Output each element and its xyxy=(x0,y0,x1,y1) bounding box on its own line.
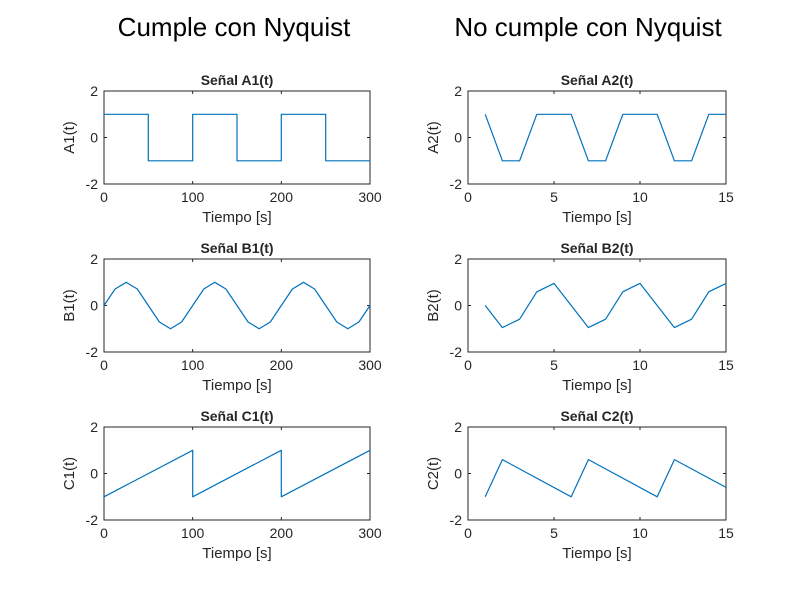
x-tick-label: 300 xyxy=(358,357,382,373)
x-axis-label: Tiempo [s] xyxy=(202,209,271,226)
y-axis-label: B2(t) xyxy=(425,289,442,322)
y-tick-label: 2 xyxy=(90,83,98,99)
y-tick-label: -2 xyxy=(450,344,463,360)
y-tick-label: 2 xyxy=(90,419,98,435)
series-line xyxy=(104,113,370,162)
axes-box xyxy=(467,426,727,521)
y-tick-label: 0 xyxy=(454,130,462,146)
x-axis-label: Tiempo [s] xyxy=(202,545,271,562)
x-tick-label: 0 xyxy=(464,357,472,373)
x-tick-label: 100 xyxy=(181,525,205,541)
series-line xyxy=(484,113,726,162)
x-tick-label: 15 xyxy=(718,357,734,373)
x-tick-label: 5 xyxy=(550,357,558,373)
chart-title: Señal C2(t) xyxy=(560,408,633,424)
y-tick-label: 0 xyxy=(454,466,462,482)
x-tick-label: 15 xyxy=(718,189,734,205)
x-tick-label: 0 xyxy=(100,189,108,205)
chart-title: Señal C1(t) xyxy=(200,408,273,424)
column-heading-nyquist-fail: No cumple con Nyquist xyxy=(454,12,722,42)
x-axis-label: Tiempo [s] xyxy=(562,377,631,394)
chart-title: Señal B1(t) xyxy=(200,240,273,256)
y-tick-label: -2 xyxy=(450,176,463,192)
y-axis-label: A1(t) xyxy=(61,121,78,154)
x-tick-label: 10 xyxy=(632,189,648,205)
x-tick-label: 100 xyxy=(181,189,205,205)
y-axis-label: C2(t) xyxy=(425,457,442,490)
x-tick-label: 10 xyxy=(632,357,648,373)
series-line xyxy=(103,281,371,330)
series-line xyxy=(484,282,727,329)
x-axis-label: Tiempo [s] xyxy=(562,545,631,562)
y-tick-label: 0 xyxy=(454,298,462,314)
x-tick-label: 5 xyxy=(550,525,558,541)
series-line xyxy=(103,449,371,498)
x-tick-label: 10 xyxy=(632,525,648,541)
chart-title: Señal B2(t) xyxy=(560,240,633,256)
y-tick-label: 2 xyxy=(90,251,98,267)
axes-box xyxy=(467,258,727,353)
x-tick-label: 0 xyxy=(464,525,472,541)
y-tick-label: 0 xyxy=(90,466,98,482)
column-heading-nyquist-ok: Cumple con Nyquist xyxy=(117,12,351,42)
y-tick-label: 0 xyxy=(90,130,98,146)
y-tick-label: 2 xyxy=(454,83,462,99)
y-tick-label: 2 xyxy=(454,251,462,267)
axes-box xyxy=(467,90,727,185)
chart-title: Señal A1(t) xyxy=(201,72,274,88)
x-tick-label: 5 xyxy=(550,189,558,205)
x-tick-label: 0 xyxy=(464,189,472,205)
y-tick-label: -2 xyxy=(450,512,463,528)
x-tick-label: 200 xyxy=(270,357,294,373)
x-tick-label: 0 xyxy=(100,525,108,541)
x-tick-label: 100 xyxy=(181,357,205,373)
x-axis-label: Tiempo [s] xyxy=(562,209,631,226)
y-axis-label: A2(t) xyxy=(425,121,442,154)
y-tick-label: -2 xyxy=(86,344,99,360)
x-tick-label: 0 xyxy=(100,357,108,373)
x-tick-label: 200 xyxy=(270,525,294,541)
x-axis-label: Tiempo [s] xyxy=(202,377,271,394)
x-tick-label: 300 xyxy=(358,189,382,205)
x-tick-label: 300 xyxy=(358,525,382,541)
y-tick-label: -2 xyxy=(86,512,99,528)
y-tick-label: -2 xyxy=(86,176,99,192)
y-tick-label: 0 xyxy=(90,298,98,314)
series-line xyxy=(484,459,727,498)
y-axis-label: C1(t) xyxy=(61,457,78,490)
x-tick-label: 200 xyxy=(270,189,294,205)
y-tick-label: 2 xyxy=(454,419,462,435)
chart-title: Señal A2(t) xyxy=(561,72,634,88)
x-tick-label: 15 xyxy=(718,525,734,541)
y-axis-label: B1(t) xyxy=(61,289,78,322)
